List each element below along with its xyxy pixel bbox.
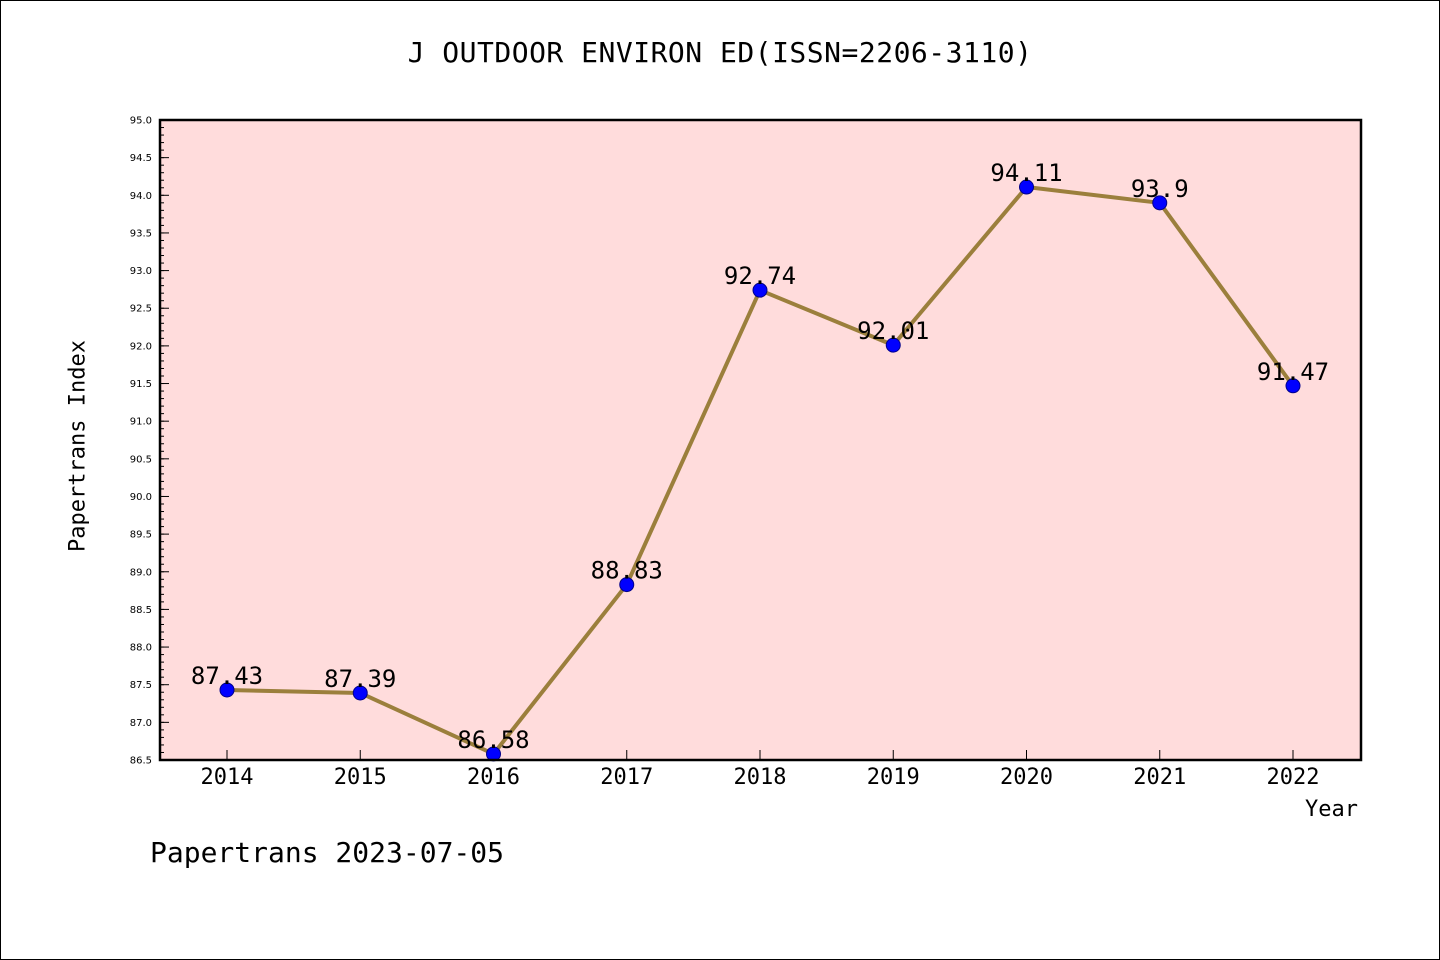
y-tick-label: 88.0 xyxy=(130,643,152,654)
footer-text: Papertrans 2023-07-05 xyxy=(150,836,505,869)
data-point xyxy=(752,282,768,298)
data-label: 92.01 xyxy=(857,317,929,345)
y-tick-label: 87.0 xyxy=(130,718,152,729)
data-point xyxy=(1285,378,1301,394)
plot-area xyxy=(160,120,1361,760)
data-point xyxy=(352,685,368,701)
x-axis-label: Year xyxy=(1305,797,1358,822)
data-label: 92.74 xyxy=(724,262,796,290)
data-label: 88.83 xyxy=(591,557,663,585)
x-tick-label: 2018 xyxy=(734,765,787,790)
x-tick-label: 2016 xyxy=(467,765,520,790)
data-point xyxy=(619,577,635,593)
data-point xyxy=(219,682,235,698)
y-tick-label: 89.5 xyxy=(130,530,152,541)
x-tick-label: 2017 xyxy=(600,765,653,790)
data-label: 94.11 xyxy=(990,159,1062,187)
y-tick-label: 90.0 xyxy=(130,492,152,503)
x-tick-label: 2014 xyxy=(201,765,254,790)
x-tick-label: 2015 xyxy=(334,765,387,790)
y-tick-label: 92.5 xyxy=(130,304,152,315)
y-tick-label: 89.0 xyxy=(130,567,152,578)
y-tick-label: 95.0 xyxy=(130,116,152,127)
y-tick-label: 92.0 xyxy=(130,341,152,352)
data-point xyxy=(1019,179,1034,195)
x-tick-label: 2019 xyxy=(867,765,920,790)
y-tick-label: 91.5 xyxy=(130,379,152,390)
y-tick-label: 88.5 xyxy=(130,605,152,616)
y-tick-label: 93.5 xyxy=(130,228,152,239)
data-point xyxy=(1152,195,1168,211)
plot-border xyxy=(158,118,1363,762)
data-point xyxy=(885,337,901,353)
y-tick-label: 91.0 xyxy=(130,417,152,428)
y-tick-label: 94.0 xyxy=(130,191,152,202)
y-tick-label: 90.5 xyxy=(130,454,152,465)
y-tick-label: 87.5 xyxy=(130,680,152,691)
y-tick-label: 86.5 xyxy=(130,756,152,767)
chart-title: J OUTDOOR ENVIRON ED(ISSN=2206-3110) xyxy=(407,36,1033,69)
data-label: 87.39 xyxy=(324,665,396,693)
x-tick-label: 2022 xyxy=(1267,765,1320,790)
y-tick-label: 93.0 xyxy=(130,266,152,277)
y-tick-label: 94.5 xyxy=(130,153,152,164)
data-label: 91.47 xyxy=(1257,358,1329,386)
x-tick-label: 2020 xyxy=(1000,765,1053,790)
data-label: 87.43 xyxy=(191,662,263,690)
data-label: 93.9 xyxy=(1131,175,1189,203)
x-tick-label: 2021 xyxy=(1133,765,1186,790)
data-label: 86.58 xyxy=(457,726,529,754)
